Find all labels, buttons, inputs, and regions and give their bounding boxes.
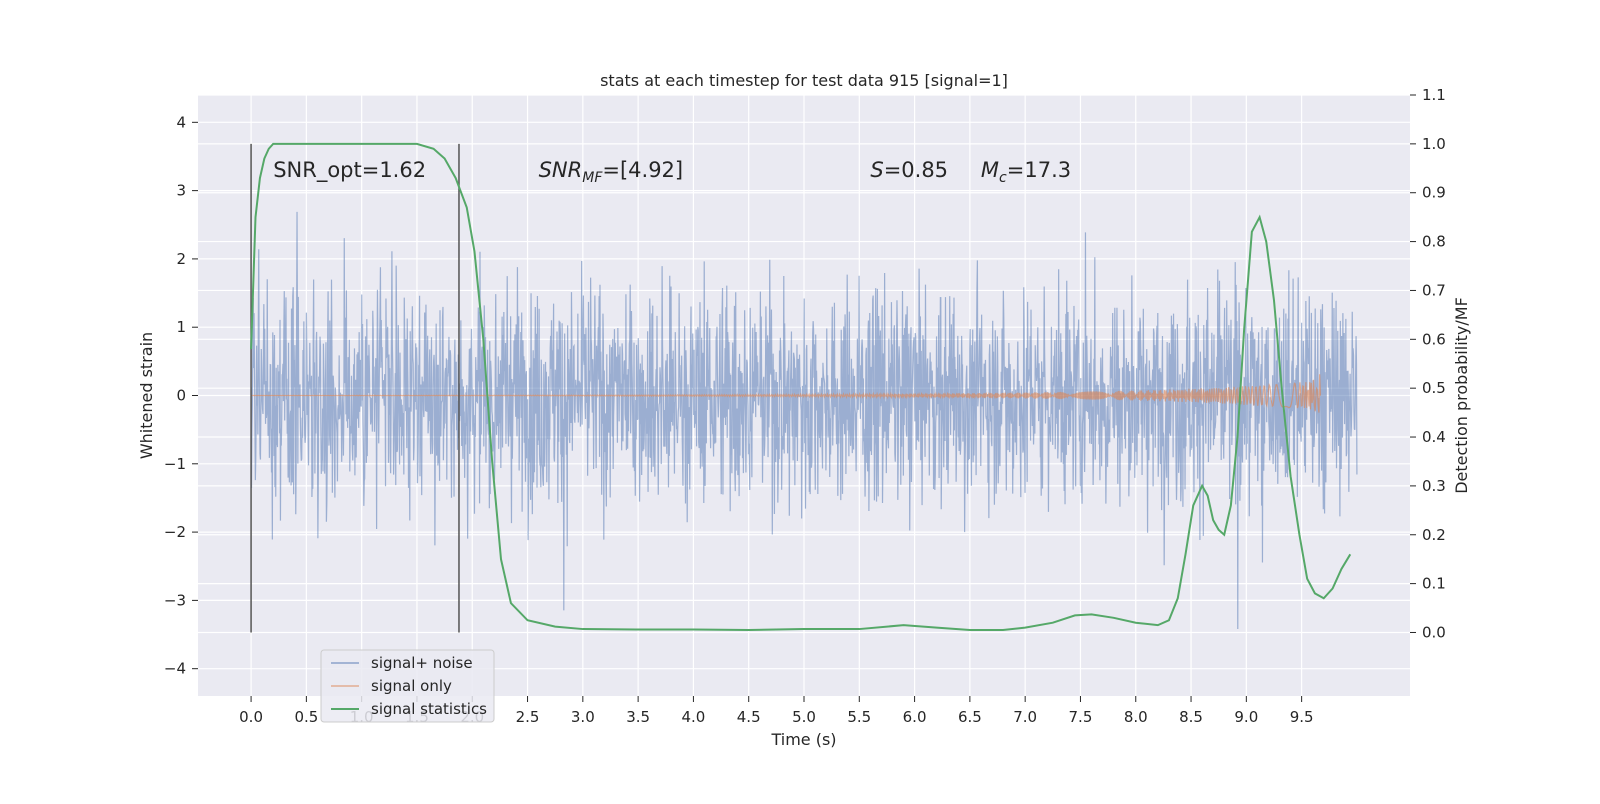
x-tick-label: 4.5 bbox=[737, 708, 761, 726]
y2-tick-label: 0.9 bbox=[1422, 184, 1446, 202]
annotation-subscript: c bbox=[999, 170, 1007, 186]
legend-label-signal: signal only bbox=[371, 677, 452, 695]
y-tick-label: 3 bbox=[176, 182, 186, 200]
y2-tick-label: 0.4 bbox=[1422, 428, 1446, 446]
y-axis-label: Whitened strain bbox=[137, 332, 156, 459]
annotation-subscript: MF bbox=[582, 170, 603, 186]
annotation-symbol: S bbox=[870, 158, 883, 182]
x-tick-label: 8.5 bbox=[1179, 708, 1203, 726]
y2-axis-label: Detection probability/MF bbox=[1452, 297, 1471, 494]
y2-tick-label: 0.8 bbox=[1422, 233, 1446, 251]
x-tick-label: 3.0 bbox=[571, 708, 595, 726]
statistics-line bbox=[250, 142, 1352, 632]
legend-box bbox=[320, 649, 495, 723]
signal-trace bbox=[250, 374, 1322, 413]
annotation-snr-opt: SNR_opt=1.62 bbox=[273, 158, 426, 183]
y2-tick-label: 0.0 bbox=[1422, 623, 1446, 641]
vertical-markers bbox=[250, 143, 460, 633]
x-tick-label: 5.5 bbox=[847, 708, 871, 726]
x-tick-label: 6.0 bbox=[903, 708, 927, 726]
x-tick-label: 4.0 bbox=[681, 708, 705, 726]
y2-tick-label: 0.7 bbox=[1422, 281, 1446, 299]
y-tick-label: −4 bbox=[164, 660, 186, 678]
y-tick-label: −2 bbox=[164, 523, 186, 541]
y2-tick-label: 1.1 bbox=[1422, 86, 1446, 104]
annotation-symbol: SNR bbox=[539, 158, 583, 182]
annotation-snr-mf: SNRMF=[4.92] bbox=[539, 158, 684, 186]
annotation-value: =17.3 bbox=[1007, 158, 1071, 182]
x-tick-label: 9.0 bbox=[1234, 708, 1258, 726]
y2-tick-label: 0.3 bbox=[1422, 477, 1446, 495]
annotation-value: =0.85 bbox=[884, 158, 948, 182]
annotations: SNR_opt=1.62 SNRMF=[4.92] S=0.85 Mc=17.3 bbox=[273, 158, 1071, 186]
legend: signal+ noise signal only signal statist… bbox=[320, 649, 495, 723]
y2-tick-label: 1.0 bbox=[1422, 135, 1446, 153]
y2-tick-label: 0.1 bbox=[1422, 575, 1446, 593]
y-tick-label: 0 bbox=[176, 387, 186, 405]
chart-title: stats at each timestep for test data 915… bbox=[600, 71, 1008, 90]
x-tick-label: 9.5 bbox=[1290, 708, 1314, 726]
y2-tick-label: 0.2 bbox=[1422, 526, 1446, 544]
legend-label-statistics: signal statistics bbox=[371, 700, 487, 718]
y-tick-label: 2 bbox=[176, 250, 186, 268]
x-tick-label: 7.0 bbox=[1013, 708, 1037, 726]
x-tick-label: 7.5 bbox=[1069, 708, 1093, 726]
noise-series bbox=[250, 211, 1358, 630]
annotation-s-value: S=0.85 bbox=[870, 158, 948, 182]
x-tick-label: 2.5 bbox=[516, 708, 540, 726]
y-tick-label: −3 bbox=[164, 591, 186, 609]
signal-statistics-series bbox=[250, 142, 1352, 632]
x-tick-label: 8.0 bbox=[1124, 708, 1148, 726]
signal-only-series bbox=[250, 374, 1322, 413]
annotation-symbol: M bbox=[981, 158, 999, 182]
y-tick-label: 4 bbox=[176, 113, 186, 131]
y-tick-label: −1 bbox=[164, 455, 186, 473]
legend-label-noise: signal+ noise bbox=[371, 654, 473, 672]
y2-tick-label: 0.5 bbox=[1422, 379, 1446, 397]
x-tick-label: 3.5 bbox=[626, 708, 650, 726]
x-axis-label: Time (s) bbox=[770, 730, 836, 749]
annotation-mc-value: Mc=17.3 bbox=[981, 158, 1071, 186]
x-tick-label: 0.0 bbox=[239, 708, 263, 726]
annotation-value: =[4.92] bbox=[602, 158, 683, 182]
x-tick-label: 6.5 bbox=[958, 708, 982, 726]
noise-trace bbox=[250, 211, 1358, 630]
axis-ticks: 0.00.51.01.52.02.53.03.54.04.55.05.56.06… bbox=[164, 86, 1446, 726]
y-tick-label: 1 bbox=[176, 318, 186, 336]
x-tick-label: 5.0 bbox=[792, 708, 816, 726]
y2-tick-label: 0.6 bbox=[1422, 330, 1446, 348]
x-tick-label: 0.5 bbox=[294, 708, 318, 726]
